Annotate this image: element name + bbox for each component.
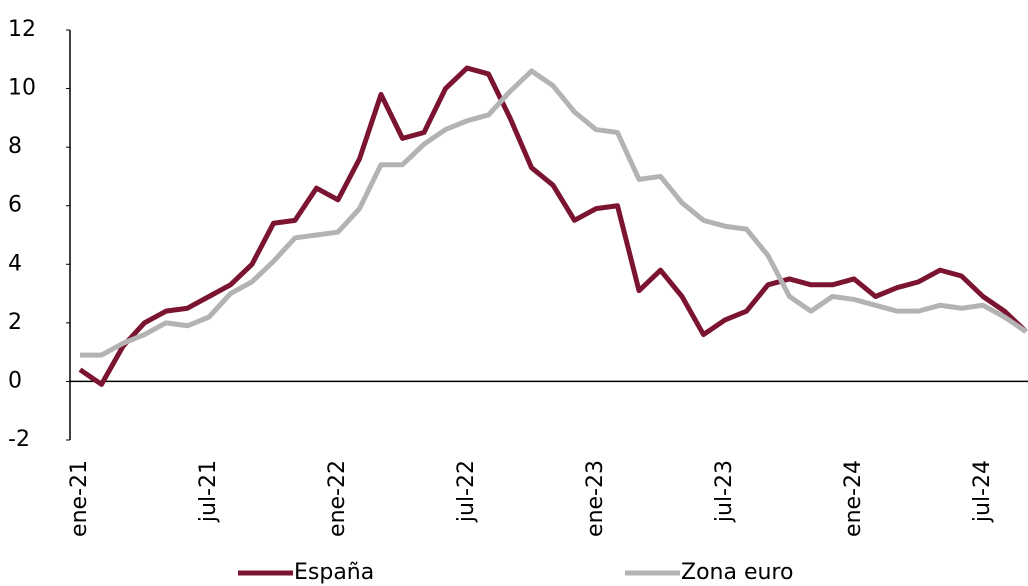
y-tick-label: 2	[8, 310, 22, 335]
y-tick-label: 6	[8, 193, 22, 218]
y-tick-label: 12	[8, 17, 36, 42]
x-tick-label: ene-24	[841, 460, 866, 537]
x-tick-label: jul-24	[970, 460, 995, 523]
x-tick-label: ene-22	[325, 460, 350, 537]
series-line	[78, 65, 1028, 387]
y-tick-label: 8	[8, 134, 22, 159]
legend-label: Zona euro	[681, 560, 793, 585]
x-tick-label: ene-23	[583, 460, 608, 537]
x-tick-label: ene-21	[67, 460, 92, 537]
y-tick-label: 4	[8, 251, 22, 276]
y-tick-label: 10	[8, 76, 36, 101]
y-tick-label: 0	[8, 368, 22, 393]
y-tick-label: -2	[8, 427, 30, 452]
series-line	[80, 68, 1028, 358]
x-tick-label: jul-22	[454, 460, 479, 523]
x-tick-label: jul-21	[196, 460, 221, 523]
x-tick-label: jul-23	[712, 460, 737, 523]
legend-label: España	[294, 560, 374, 585]
